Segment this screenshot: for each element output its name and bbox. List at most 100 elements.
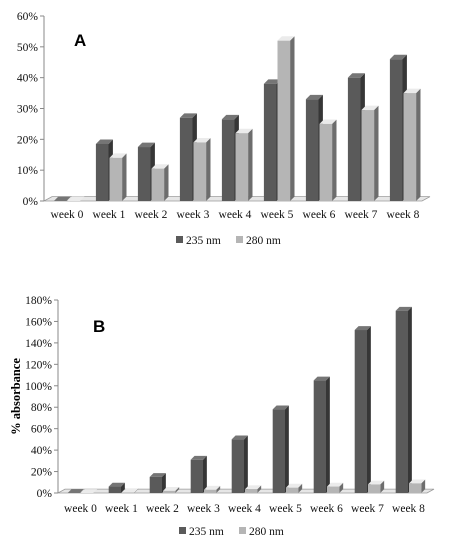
bar-front — [235, 133, 249, 201]
bar — [368, 480, 385, 493]
bar-top — [235, 128, 253, 134]
bar-top — [193, 138, 211, 143]
bar-front — [305, 99, 319, 201]
bar — [81, 489, 98, 493]
bar-side — [121, 482, 125, 493]
x-tick-label: week 6 — [303, 209, 336, 221]
y-tick-label: 140% — [25, 338, 52, 350]
bar-front — [347, 77, 361, 201]
chart-a: 0% 10% 20% 30% 40% 50% 60% week 0 week 1 week 2 we… — [17, 11, 431, 247]
bar — [327, 482, 344, 493]
x-tick-label: week 6 — [310, 503, 343, 515]
y-tick-label: 100% — [25, 381, 52, 393]
bar-top — [221, 114, 239, 120]
bar-side — [374, 105, 379, 201]
bar-front — [137, 147, 151, 201]
bar-top — [151, 164, 169, 169]
x-tick-label: week 7 — [351, 503, 384, 515]
bar — [361, 105, 379, 201]
legend: 235 nm 280 nm — [179, 526, 284, 538]
legend-swatch — [239, 527, 246, 534]
chart-b: 0% 20% 40% 60% 80% 100% 120% 140% 160% 180% week 0… — [9, 295, 435, 538]
y-tick-label: 80% — [31, 402, 53, 414]
bar-side — [248, 128, 253, 201]
bar-top — [263, 79, 281, 84]
bar-top — [163, 487, 180, 491]
bar-top — [305, 94, 323, 100]
legend: 235 nm 280 nm — [176, 235, 281, 247]
bar-front — [263, 83, 277, 201]
bar-top — [109, 153, 127, 158]
bar-front — [354, 330, 367, 493]
bar-front — [245, 489, 258, 493]
bar-top — [327, 482, 344, 487]
y-tick-label: 180% — [25, 295, 52, 307]
bar-front — [204, 489, 217, 493]
panel-label: B — [93, 317, 105, 336]
bar-side — [326, 376, 330, 493]
bar-front — [231, 439, 244, 493]
bar — [193, 138, 211, 201]
bar-front — [179, 117, 193, 201]
bar — [108, 482, 125, 493]
bar-top — [149, 473, 166, 477]
x-tick-label: week 8 — [387, 209, 420, 221]
y-tick-label: 40% — [17, 73, 39, 85]
y-tick-label: 40% — [31, 445, 53, 457]
bar-top — [354, 326, 371, 331]
bar-side — [408, 306, 412, 493]
bar-top — [395, 306, 412, 311]
bar-top — [67, 489, 84, 493]
bar-top — [368, 480, 385, 485]
bar — [190, 455, 207, 493]
bar-side — [339, 482, 344, 493]
bar — [277, 36, 295, 202]
bar — [409, 479, 426, 493]
bar-side — [134, 488, 139, 493]
bar-front — [95, 143, 109, 201]
bar-side — [122, 153, 127, 201]
bar-side — [164, 164, 169, 201]
bar-top — [179, 113, 197, 118]
bar-top — [67, 196, 85, 201]
bar-front — [395, 310, 408, 493]
bar-side — [367, 326, 371, 493]
bar-top — [272, 405, 289, 410]
bar-side — [416, 88, 421, 201]
bar — [204, 485, 221, 493]
legend-swatch — [176, 236, 183, 243]
bar-side — [175, 487, 180, 493]
legend-label: 235 nm — [186, 235, 221, 247]
bar-front — [190, 459, 203, 493]
bar-side — [244, 435, 248, 493]
bar-top — [81, 489, 98, 493]
bar — [235, 128, 253, 201]
bar — [231, 435, 248, 493]
bar — [403, 88, 421, 201]
bar-front — [122, 492, 135, 493]
y-tick-label: 0% — [37, 488, 53, 500]
bar-top — [403, 88, 421, 94]
bar — [151, 164, 169, 201]
x-tick-label: week 0 — [64, 503, 97, 515]
bar — [67, 489, 84, 493]
bar-top — [347, 73, 365, 78]
bar-top — [137, 142, 155, 148]
bar — [272, 405, 289, 493]
bar — [109, 153, 127, 201]
legend-label: 280 nm — [249, 526, 284, 538]
y-tick-label: 60% — [31, 424, 53, 436]
bar-top — [204, 485, 221, 490]
bar — [354, 326, 371, 493]
legend-label: 280 nm — [246, 235, 281, 247]
x-tick-label: week 1 — [105, 503, 138, 515]
y-tick-label: 50% — [17, 42, 39, 54]
legend-swatch — [179, 527, 186, 534]
y-tick-label: 60% — [17, 11, 39, 23]
bar-front — [149, 476, 162, 493]
bar-top — [286, 483, 303, 488]
bar-top — [122, 488, 139, 493]
x-tick-label: week 3 — [187, 503, 220, 515]
bar — [286, 483, 303, 493]
